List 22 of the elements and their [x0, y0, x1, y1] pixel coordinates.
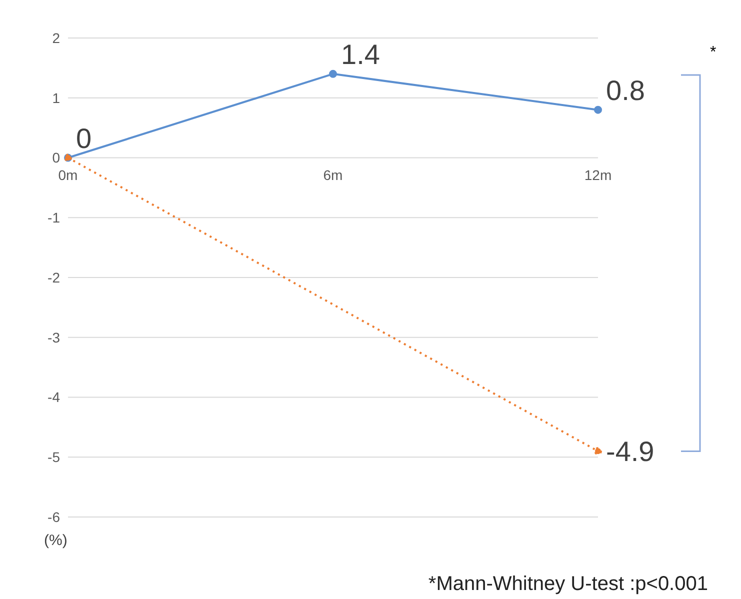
y-tick-label: -2 [48, 269, 60, 286]
text: * [710, 44, 716, 62]
point [329, 70, 337, 78]
y-tick-label: -6 [48, 508, 60, 525]
y-tick-label: 2 [52, 30, 60, 46]
data-label: 0.8 [606, 74, 645, 106]
y-tick-label: -3 [48, 329, 60, 346]
data-label: 0 [76, 122, 92, 154]
data-label: 1.4 [341, 38, 380, 70]
point [594, 447, 602, 456]
text: *Mann-Whitney U-test :p<0.001 [428, 573, 708, 596]
data-label: -4.9 [606, 436, 654, 468]
y-tick-label: 1 [52, 90, 60, 106]
x-tick-label: 6m [323, 166, 343, 183]
x-tick-label: 12m [584, 166, 612, 183]
y-tick-label: -1 [48, 210, 60, 226]
y-axis-title: (%) [44, 532, 68, 549]
x-tick-label: 0m [58, 166, 78, 183]
point [594, 106, 602, 114]
y-tick-label: 0 [52, 150, 60, 166]
y-tick-label: -5 [48, 449, 60, 466]
y-tick-label: -4 [48, 389, 60, 406]
